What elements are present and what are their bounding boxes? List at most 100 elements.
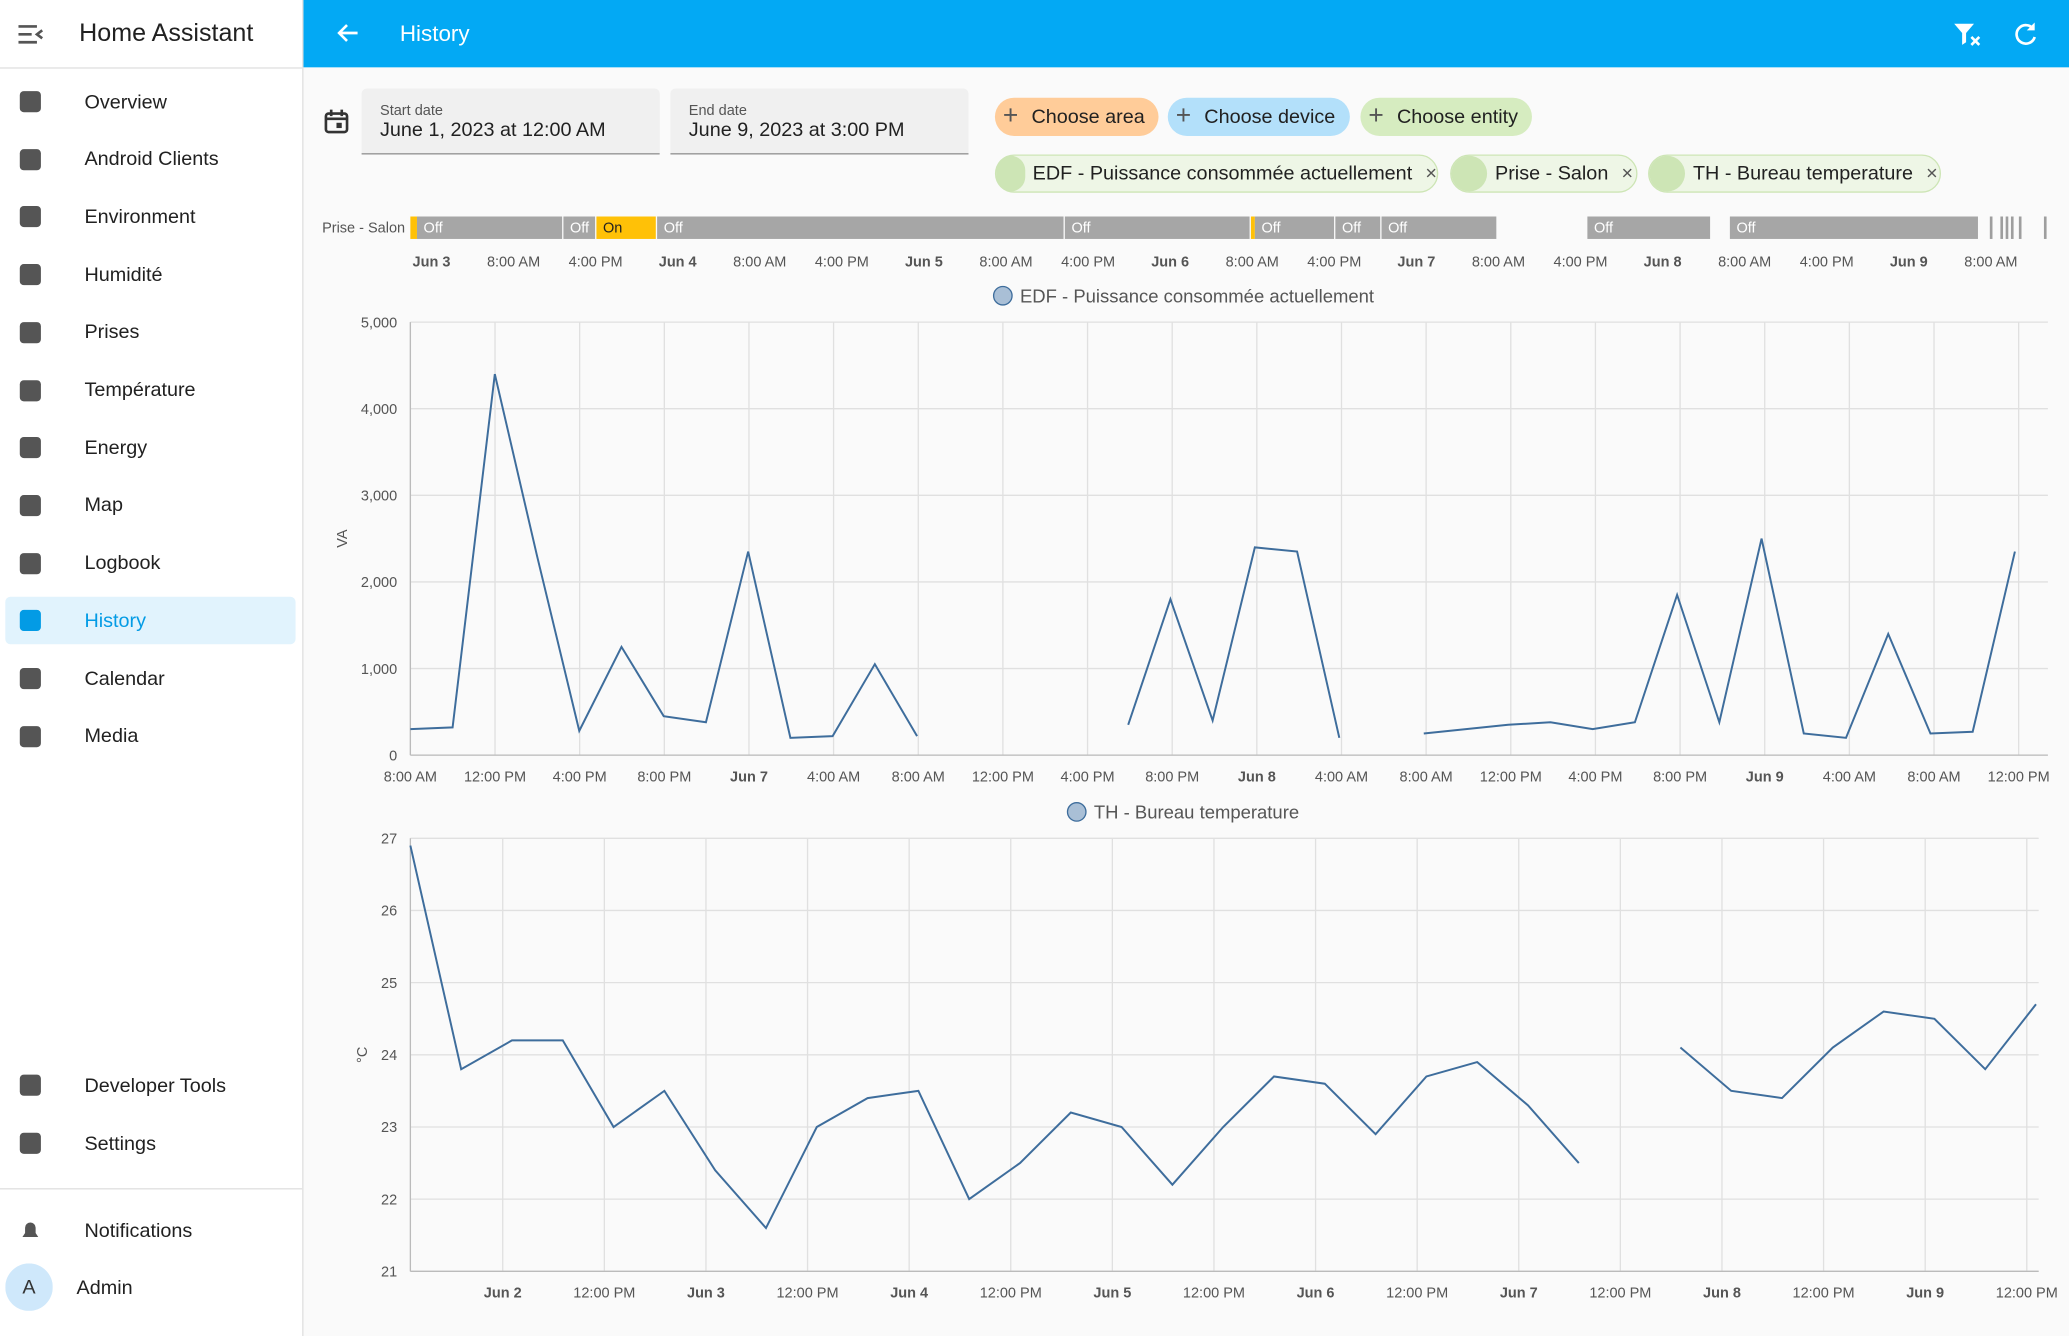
choose-chip[interactable]: + Choose area — [994, 97, 1159, 136]
nav-label: Humidité — [84, 263, 163, 286]
x-tick-label: 8:00 AM — [1472, 255, 1525, 271]
state-segment — [416, 216, 563, 239]
sidebar: Home Assistant Overview Android Clients En… — [0, 0, 304, 1336]
y-axis-label: VA — [335, 529, 351, 548]
state-label: Off — [1388, 220, 1408, 236]
entity-chip[interactable]: Prise - Salon × — [1450, 154, 1638, 193]
x-tick-label: 12:00 PM — [1589, 1286, 1651, 1302]
nav-icon — [19, 668, 41, 690]
x-tick-label: 8:00 AM — [1907, 770, 1960, 786]
x-tick-label: 8:00 PM — [1653, 770, 1707, 786]
nav-item[interactable]: Température — [5, 366, 295, 414]
nav-icon — [19, 264, 41, 286]
nav-item[interactable]: Settings — [5, 1119, 295, 1167]
entity-chip[interactable]: EDF - Puissance consommée actuellement × — [994, 154, 1439, 193]
user-item[interactable]: A Admin — [5, 1263, 295, 1311]
nav-icon — [19, 552, 41, 574]
x-tick-label: Jun 3 — [687, 1286, 725, 1302]
x-tick-label: 8:00 AM — [1964, 255, 2017, 271]
choose-chip[interactable]: + Choose device — [1167, 97, 1350, 136]
back-button[interactable] — [335, 21, 359, 45]
chip-label: Prise - Salon — [1495, 162, 1609, 185]
x-tick-label: Jun 2 — [484, 1286, 522, 1302]
x-tick-label: 8:00 AM — [892, 770, 945, 786]
y-tick-label: 23 — [381, 1120, 397, 1136]
nav-label: History — [84, 609, 147, 633]
nav-icon — [19, 91, 41, 113]
x-tick-label: 8:00 AM — [1718, 255, 1771, 271]
nav-item[interactable]: Android Clients — [5, 136, 295, 184]
clear-filter-button[interactable] — [1953, 21, 1982, 47]
state-label: Off — [1342, 220, 1362, 236]
x-tick-label: 12:00 PM — [1988, 770, 2050, 786]
x-tick-label: 4:00 PM — [1307, 255, 1361, 271]
chip-label: TH - Bureau temperature — [1692, 162, 1913, 185]
nav-item[interactable]: Developer Tools — [5, 1061, 295, 1109]
state-label: Off — [1261, 220, 1281, 236]
state-segment — [1381, 216, 1497, 239]
state-segment — [1064, 216, 1250, 239]
nav-label: Logbook — [84, 551, 161, 575]
x-tick-label: Jun 5 — [905, 255, 943, 271]
choose-chip[interactable]: + Choose entity — [1360, 97, 1532, 136]
nav-icon — [19, 148, 41, 170]
nav-item[interactable]: Humidité — [5, 251, 295, 299]
entity-chip[interactable]: TH - Bureau temperature × — [1648, 154, 1942, 193]
chip-label: Choose entity — [1396, 105, 1519, 129]
y-tick-label: 25 — [381, 976, 397, 992]
legend-label: EDF - Puissance consommée actuellement — [1020, 285, 1374, 306]
field-label: End date — [688, 102, 747, 119]
nav-icon — [19, 437, 41, 459]
top-bar: History — [303, 0, 2069, 68]
x-tick-label: 8:00 AM — [487, 255, 540, 271]
nav-item[interactable]: Environment — [5, 193, 295, 241]
y-tick-label: 1,000 — [361, 662, 397, 678]
chip-label: Choose device — [1204, 105, 1336, 129]
menu-icon[interactable] — [16, 22, 45, 46]
refresh-button[interactable] — [2012, 21, 2038, 47]
nav-label: Environment — [84, 205, 196, 229]
state-segment — [1254, 216, 1335, 239]
nav-icon — [19, 206, 41, 228]
state-segment-unlabeled — [1989, 216, 1993, 239]
nav-item[interactable]: Notifications — [5, 1207, 295, 1255]
x-tick-label: 4:00 PM — [1568, 770, 1622, 786]
state-label: Off — [1071, 220, 1091, 236]
series-line — [409, 845, 2037, 1230]
nav-item[interactable]: Logbook — [5, 539, 295, 587]
calendar-icon[interactable] — [323, 108, 349, 134]
y-axis-label: °C — [355, 1047, 371, 1063]
y-tick-label: 3,000 — [361, 489, 397, 505]
nav-item[interactable]: Energy — [5, 424, 295, 472]
nav-item[interactable]: Overview — [5, 78, 295, 126]
x-tick-label: 8:00 AM — [733, 255, 786, 271]
x-tick-label: Jun 4 — [659, 255, 697, 271]
brand: Home Assistant — [0, 0, 303, 69]
legend-label: TH - Bureau temperature — [1094, 801, 1299, 822]
state-segment-unlabeled — [1250, 216, 1255, 239]
x-tick-label: Jun 9 — [1906, 1286, 1944, 1302]
nav-item[interactable]: History — [5, 597, 296, 645]
state-segment-unlabeled — [2000, 216, 2004, 239]
nav-icon — [19, 379, 41, 401]
x-tick-label: 8:00 AM — [1226, 255, 1279, 271]
y-tick-label: 5,000 — [361, 315, 397, 331]
end-date[interactable]: End date June 9, 2023 at 3:00 PM — [670, 88, 969, 155]
nav-label: Android Clients — [84, 148, 219, 171]
x-tick-label: 4:00 PM — [1800, 255, 1854, 271]
nav-label: Overview — [84, 90, 167, 113]
x-tick-label: 4:00 PM — [1554, 255, 1608, 271]
nav-item[interactable]: Prises — [5, 309, 295, 357]
x-tick-label: 12:00 PM — [777, 1286, 839, 1302]
start-date[interactable]: Start date June 1, 2023 at 12:00 AM — [361, 88, 660, 155]
nav-item[interactable]: Map — [5, 482, 295, 530]
x-tick-label: 4:00 AM — [807, 770, 860, 786]
nav-item[interactable]: Calendar — [5, 655, 295, 703]
field-value: June 9, 2023 at 3:00 PM — [688, 118, 905, 142]
chip-label: EDF - Puissance consommée actuellement — [1032, 162, 1413, 185]
x-tick-label: 8:00 AM — [384, 770, 437, 786]
nav-label: Settings — [84, 1132, 156, 1155]
nav-item[interactable]: Media — [5, 712, 295, 760]
x-tick-label: 4:00 PM — [1061, 255, 1115, 271]
